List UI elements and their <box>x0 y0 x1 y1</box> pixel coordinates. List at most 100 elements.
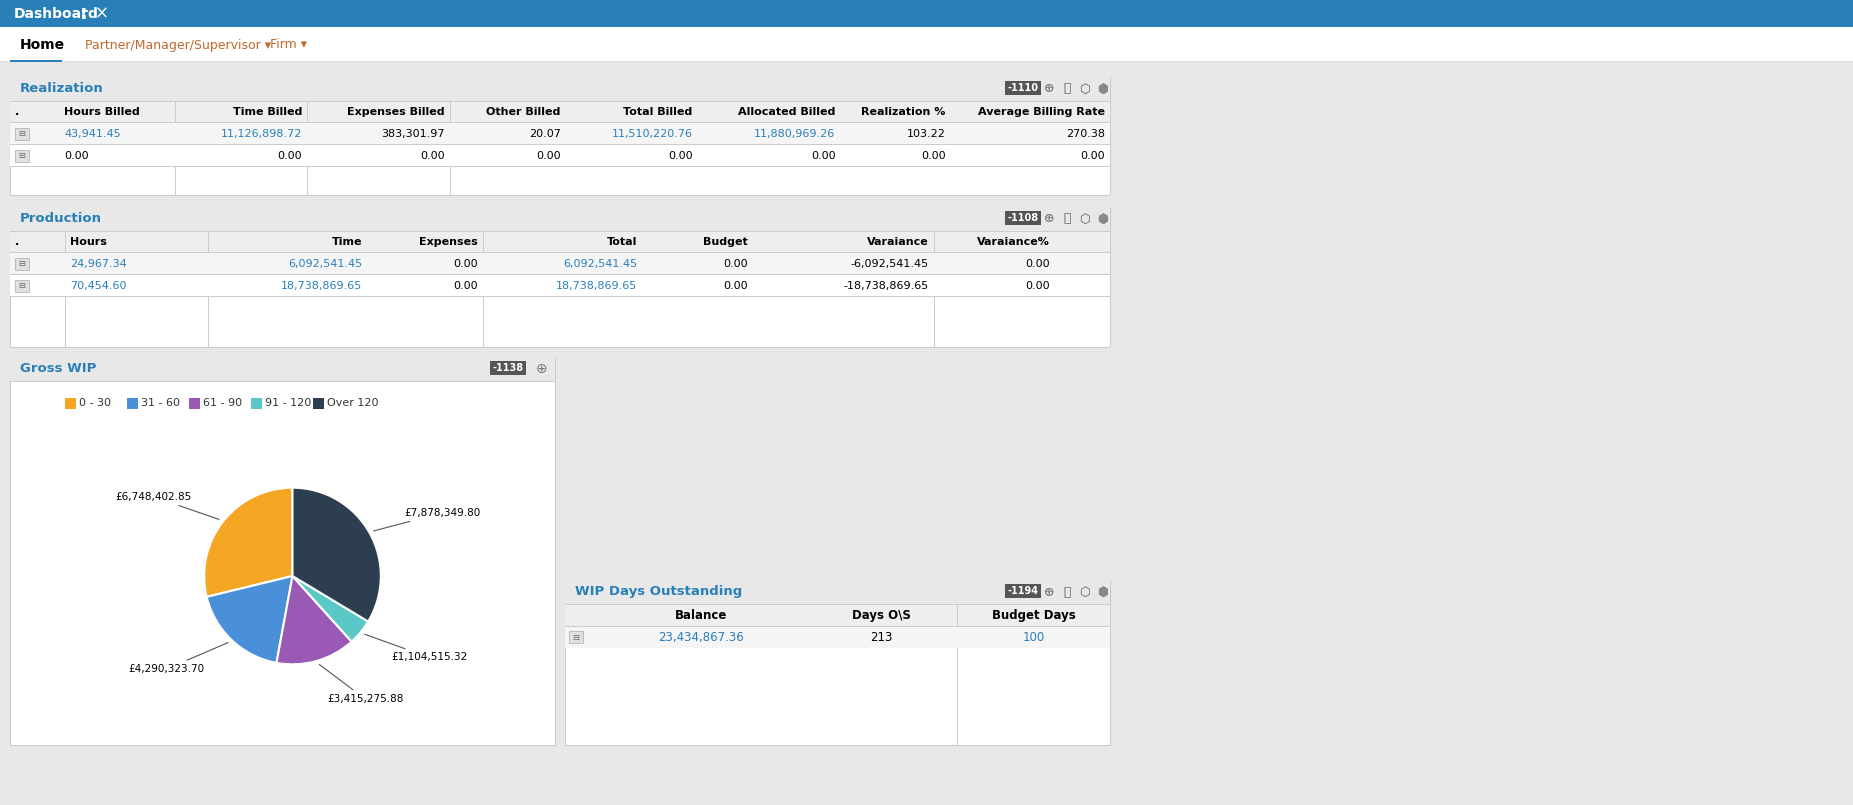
Text: Varaiance: Varaiance <box>867 237 928 247</box>
Text: 31 - 60: 31 - 60 <box>141 398 180 408</box>
Bar <box>9 123 1110 145</box>
Text: Average Billing Rate: Average Billing Rate <box>978 107 1104 117</box>
Bar <box>565 604 1110 626</box>
Text: 0.00: 0.00 <box>278 151 302 161</box>
Text: ⬢: ⬢ <box>1097 213 1108 225</box>
Text: 0.00: 0.00 <box>812 151 836 161</box>
Text: 91 - 120: 91 - 120 <box>265 398 311 408</box>
Text: 23,434,867.36: 23,434,867.36 <box>658 630 745 643</box>
Text: Other Billed: Other Billed <box>485 107 560 117</box>
Wedge shape <box>204 488 293 597</box>
Text: -1138: -1138 <box>493 363 524 373</box>
Bar <box>1004 584 1041 598</box>
Text: Balance: Balance <box>674 609 728 621</box>
Text: 43,941.45: 43,941.45 <box>65 129 120 139</box>
Bar <box>0 62 1853 70</box>
Text: Hours: Hours <box>70 237 107 247</box>
Bar <box>9 231 1110 232</box>
Text: ⊟: ⊟ <box>19 151 26 160</box>
Text: Budget Days: Budget Days <box>991 609 1075 621</box>
Text: 11,880,969.26: 11,880,969.26 <box>754 129 836 139</box>
Text: -1110: -1110 <box>1008 83 1038 93</box>
Bar <box>189 398 200 409</box>
Text: 6,092,541.45: 6,092,541.45 <box>289 259 363 269</box>
Text: £1,104,515.32: £1,104,515.32 <box>365 634 467 663</box>
Text: 70,454.60: 70,454.60 <box>70 281 126 291</box>
Text: ⬢: ⬢ <box>1097 585 1108 598</box>
Text: ⊕: ⊕ <box>536 362 548 376</box>
Text: Allocated Billed: Allocated Billed <box>737 107 836 117</box>
Text: 0.00: 0.00 <box>536 151 560 161</box>
Bar <box>565 626 1110 648</box>
Bar <box>9 101 1110 123</box>
Text: Realization %: Realization % <box>862 107 945 117</box>
Text: 0.00: 0.00 <box>921 151 945 161</box>
Text: ⬢: ⬢ <box>1097 82 1108 96</box>
Text: Production: Production <box>20 213 102 225</box>
Text: 270.38: 270.38 <box>1065 129 1104 139</box>
Bar <box>313 398 324 409</box>
Text: 6,092,541.45: 6,092,541.45 <box>563 259 637 269</box>
Text: Firm ▾: Firm ▾ <box>271 39 308 52</box>
Text: ⬢: ⬢ <box>1097 82 1108 96</box>
Bar <box>0 61 1853 62</box>
Bar <box>569 631 584 643</box>
Bar <box>565 580 1110 745</box>
Text: Gross WIP: Gross WIP <box>20 362 96 375</box>
Text: Hours Billed: Hours Billed <box>65 107 141 117</box>
Text: Expenses: Expenses <box>419 237 478 247</box>
Text: :: : <box>80 5 87 23</box>
Text: ⎙: ⎙ <box>1064 585 1071 598</box>
Text: Total: Total <box>608 237 637 247</box>
Bar <box>9 275 1110 297</box>
Bar <box>128 398 137 409</box>
Wedge shape <box>208 576 293 663</box>
Bar <box>0 0 1853 27</box>
Bar <box>250 398 261 409</box>
Bar <box>15 280 30 292</box>
Text: 11,510,220.76: 11,510,220.76 <box>611 129 693 139</box>
Text: Days O\S: Days O\S <box>852 609 910 621</box>
Text: 0.00: 0.00 <box>421 151 445 161</box>
Text: ⬢: ⬢ <box>1097 213 1108 225</box>
Text: ⬢: ⬢ <box>1097 585 1108 598</box>
Text: 0.00: 0.00 <box>1025 281 1051 291</box>
Bar <box>9 381 556 382</box>
Text: 0.00: 0.00 <box>723 281 747 291</box>
Text: ⬡: ⬡ <box>1080 213 1090 225</box>
Text: Total Billed: Total Billed <box>623 107 693 117</box>
Text: Partner/Manager/Supervisor ▾: Partner/Manager/Supervisor ▾ <box>85 39 271 52</box>
Text: Realization: Realization <box>20 82 104 96</box>
Bar <box>1004 81 1041 95</box>
Bar <box>489 361 526 375</box>
Text: ⎙: ⎙ <box>1064 213 1071 225</box>
Text: ⊕: ⊕ <box>1043 585 1054 598</box>
Bar <box>9 60 61 62</box>
Text: 0.00: 0.00 <box>1025 259 1051 269</box>
Text: ⊕: ⊕ <box>1043 585 1054 598</box>
Bar <box>9 357 556 745</box>
Bar <box>65 398 76 409</box>
Text: -1194: -1194 <box>1008 586 1038 596</box>
Text: Varaiance%: Varaiance% <box>977 237 1051 247</box>
Text: Time: Time <box>332 237 363 247</box>
Text: 11,126,898.72: 11,126,898.72 <box>221 129 302 139</box>
Wedge shape <box>293 576 369 642</box>
Text: ⊕: ⊕ <box>1043 213 1054 225</box>
Text: .: . <box>15 237 19 247</box>
Bar <box>9 77 1110 101</box>
Text: ⊟: ⊟ <box>573 633 580 642</box>
Text: Expenses Billed: Expenses Billed <box>347 107 445 117</box>
Bar <box>15 128 30 140</box>
Text: ⊕: ⊕ <box>1043 82 1054 96</box>
Text: £6,748,402.85: £6,748,402.85 <box>115 492 219 519</box>
Text: £4,290,323.70: £4,290,323.70 <box>128 642 228 674</box>
Text: ⊟: ⊟ <box>19 259 26 269</box>
Text: -18,738,869.65: -18,738,869.65 <box>843 281 928 291</box>
Bar <box>15 258 30 270</box>
Text: 383,301.97: 383,301.97 <box>382 129 445 139</box>
Text: 0.00: 0.00 <box>65 151 89 161</box>
Text: 24,967.34: 24,967.34 <box>70 259 126 269</box>
Text: -6,092,541.45: -6,092,541.45 <box>851 259 928 269</box>
Text: £3,415,275.88: £3,415,275.88 <box>319 664 404 704</box>
